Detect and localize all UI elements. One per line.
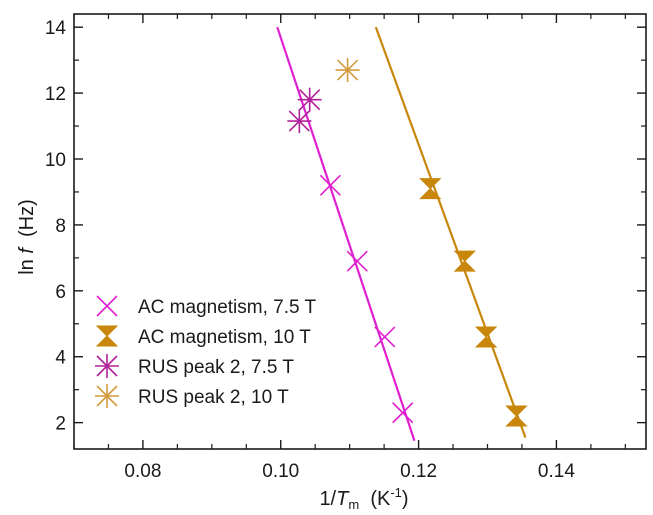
plot-frame	[73, 13, 647, 450]
x-axis-title-unit-exponent: -1	[390, 485, 402, 500]
legend-marker	[95, 354, 119, 378]
legend-item: AC magnetism, 10 T	[95, 325, 311, 348]
legend-label: RUS peak 2, 7.5 T	[138, 357, 294, 378]
x-axis-title-unit: (K	[370, 488, 391, 510]
legend-label: RUS peak 2, 10 T	[138, 387, 289, 408]
data-point	[505, 405, 528, 427]
y-tick-label: 12	[45, 84, 66, 105]
data-point	[335, 58, 360, 83]
x-axis-title-subscript: m	[348, 497, 359, 512]
x-tick-label: 0.08	[124, 461, 161, 482]
data-point	[474, 326, 498, 348]
y-tick-labels: 2 4 6 8 10 12 14	[45, 18, 67, 434]
y-tick-label: 14	[45, 18, 67, 39]
data-points	[287, 58, 528, 427]
y-axis-title-symbol: f	[16, 246, 38, 254]
data-point	[287, 109, 312, 134]
data-point	[453, 250, 476, 272]
legend-item: RUS peak 2, 10 T	[95, 384, 289, 408]
data-point	[374, 326, 396, 348]
x-axis-title-symbol: T	[336, 488, 350, 510]
data-point	[392, 402, 414, 424]
y-axis-title: ln f (Hz)	[16, 199, 38, 275]
y-tick-label: 4	[55, 348, 66, 369]
x-tick-label: 0.12	[400, 461, 437, 482]
legend: AC magnetism, 7.5 T AC magnetism, 10 T RUS…	[95, 295, 317, 408]
x-tick-label: 0.10	[262, 461, 299, 482]
data-point	[419, 178, 442, 200]
legend-marker	[95, 325, 119, 347]
y-tick-label: 10	[45, 150, 66, 171]
y-tick-label: 6	[55, 282, 66, 303]
x-axis-title-unit-close: )	[402, 488, 409, 510]
data-point	[297, 87, 322, 112]
x-axis-title-prefix: 1/	[319, 488, 336, 510]
fit-lines	[276, 26, 527, 442]
data-point	[319, 174, 341, 196]
legend-marker	[96, 295, 118, 317]
legend-label: AC magnetism, 10 T	[138, 327, 311, 348]
fit-line	[374, 26, 527, 438]
x-axis-title: 1/Tm (K-1)	[319, 485, 408, 512]
y-tick-label: 8	[55, 216, 66, 237]
axis-ticks	[73, 14, 646, 449]
data-point	[346, 250, 368, 272]
fit-line	[276, 26, 416, 442]
legend-marker	[95, 384, 119, 408]
legend-item: AC magnetism, 7.5 T	[96, 295, 317, 318]
y-tick-label: 2	[55, 414, 66, 435]
legend-label: AC magnetism, 7.5 T	[138, 297, 317, 318]
y-axis-title-unit: (Hz)	[16, 199, 38, 237]
x-tick-labels: 0.08 0.10 0.12 0.14	[124, 461, 575, 482]
legend-item: RUS peak 2, 7.5 T	[95, 354, 294, 378]
x-tick-label: 0.14	[538, 461, 575, 482]
y-axis-title-prefix: ln	[16, 254, 38, 275]
